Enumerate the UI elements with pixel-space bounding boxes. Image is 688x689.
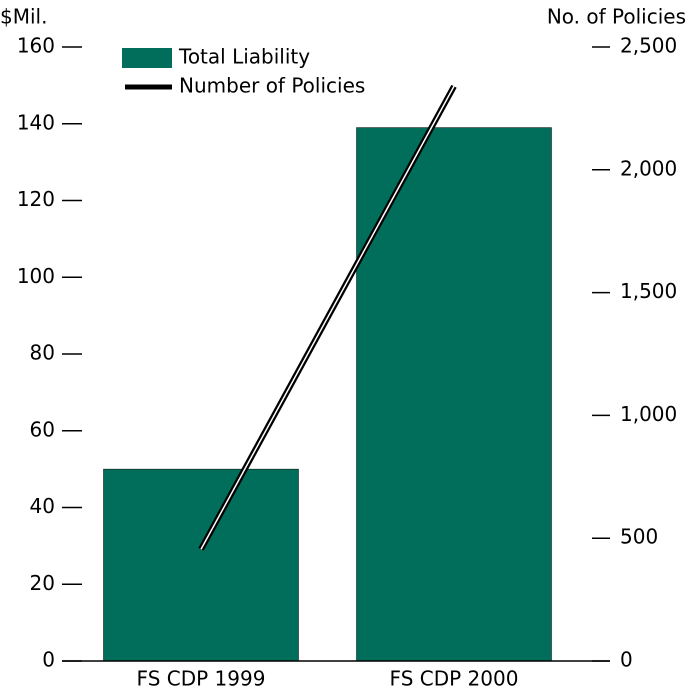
y-tick-label: 140 [17, 110, 55, 134]
y-tick-label: 0 [42, 648, 55, 672]
y-tick-label: 20 [30, 571, 55, 595]
y2-tick-label: 0 [620, 648, 633, 672]
y2-tick-label: 1,500 [620, 279, 677, 303]
legend-swatch [122, 48, 172, 68]
y-axis-title: $Mil. [0, 5, 47, 29]
y2-tick-label: 500 [620, 525, 658, 549]
legend-label: Number of Policies [179, 74, 365, 98]
y2-axis-title: No. of Policies [547, 5, 686, 29]
y-tick-label: 100 [17, 264, 55, 288]
y2-tick-label: 2,000 [620, 156, 677, 180]
bar [103, 468, 299, 662]
y-tick-label: 40 [30, 494, 55, 518]
y2-tick-label: 1,000 [620, 402, 677, 426]
y2-tick-label: 2,500 [620, 34, 677, 58]
y-tick-label: 160 [17, 34, 55, 58]
x-tick-label: FS CDP 1999 [137, 667, 266, 689]
y-tick-label: 60 [30, 417, 55, 441]
y-tick-label: 80 [30, 341, 55, 365]
x-tick-label: FS CDP 2000 [390, 667, 519, 689]
y-tick-label: 120 [17, 187, 55, 211]
legend-label: Total Liability [178, 45, 310, 69]
bar [356, 127, 552, 662]
line-series-highlight [200, 85, 455, 550]
